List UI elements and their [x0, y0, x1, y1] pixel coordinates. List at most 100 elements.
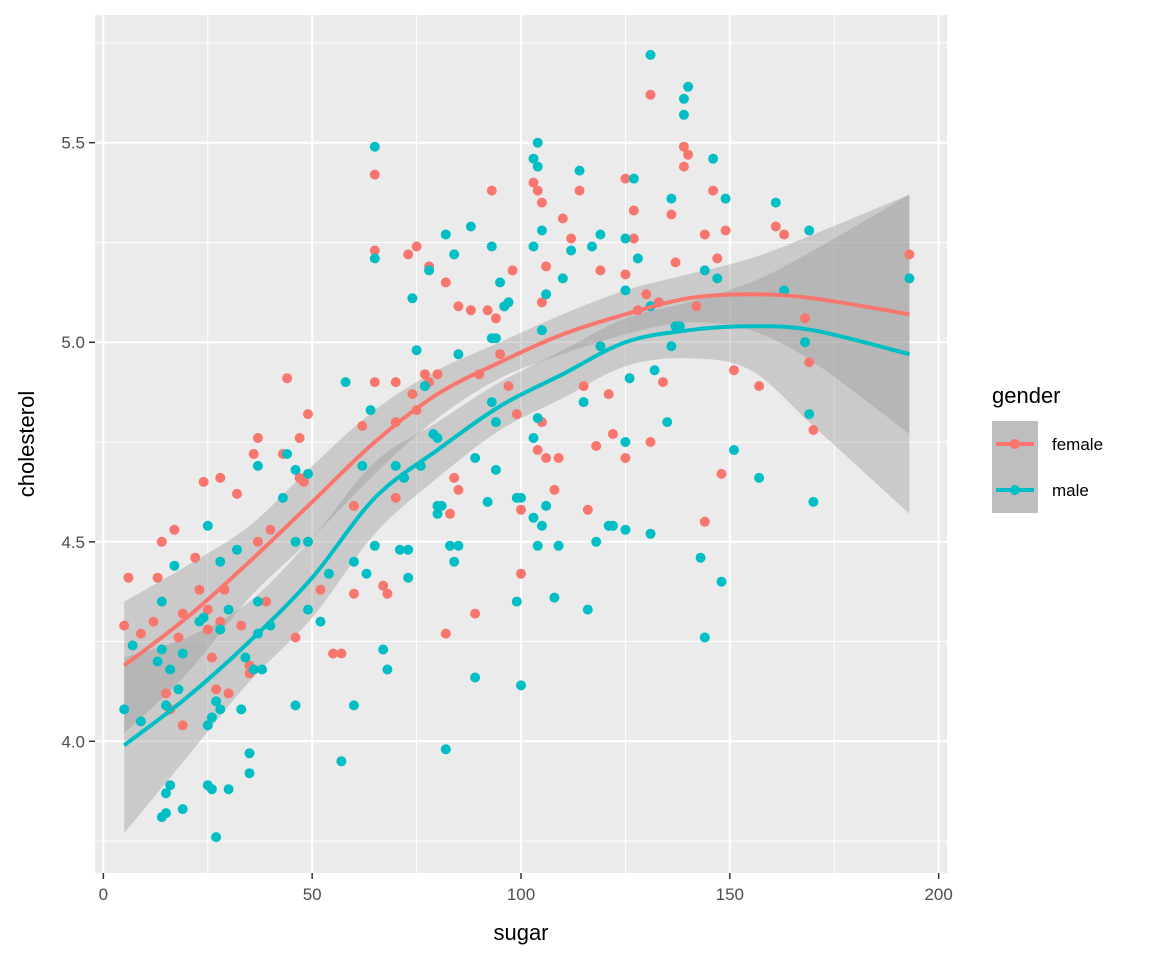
point-male — [532, 540, 543, 551]
point-female — [528, 177, 539, 188]
point-male — [206, 784, 217, 795]
point-female — [507, 265, 518, 276]
point-female — [215, 472, 226, 483]
point-male — [549, 592, 560, 603]
point-female — [369, 169, 380, 180]
point-male — [511, 596, 522, 607]
point-male — [528, 433, 539, 443]
point-female — [645, 437, 656, 447]
point-female — [453, 484, 464, 495]
point-male — [720, 193, 731, 204]
legend: gender female male — [992, 383, 1103, 513]
point-male — [666, 341, 677, 352]
point-female — [223, 688, 234, 699]
point-male — [528, 153, 539, 164]
point-male — [553, 540, 564, 551]
point-male — [336, 756, 347, 767]
point-male — [223, 604, 234, 615]
legend-label-male: male — [1052, 481, 1089, 500]
point-male — [303, 468, 313, 479]
point-female — [152, 572, 163, 583]
point-female — [486, 185, 497, 196]
point-female — [536, 197, 547, 208]
legend-title: gender — [992, 383, 1061, 408]
point-female — [315, 584, 326, 595]
point-female — [503, 381, 514, 392]
point-female — [658, 377, 668, 388]
point-male — [649, 365, 660, 376]
y-tick-label: 5.0 — [61, 333, 85, 352]
point-male — [290, 700, 301, 711]
point-female — [282, 373, 293, 384]
point-female — [336, 648, 347, 659]
point-female — [206, 652, 217, 663]
point-male — [674, 321, 685, 332]
point-male — [323, 568, 334, 579]
point-male — [516, 680, 526, 691]
legend-entry-female: female — [992, 421, 1103, 467]
point-female — [800, 313, 810, 324]
point-male — [536, 520, 547, 531]
point-male — [678, 93, 689, 104]
point-male — [699, 632, 710, 643]
point-male — [620, 524, 631, 535]
point-female — [532, 185, 543, 196]
point-female — [449, 472, 460, 483]
point-male — [645, 528, 656, 539]
point-male — [470, 453, 481, 463]
point-female — [699, 229, 710, 240]
point-male — [348, 700, 359, 711]
x-tick-label: 50 — [303, 885, 322, 904]
point-female — [516, 568, 526, 579]
point-male — [699, 265, 710, 276]
point-female — [232, 488, 242, 499]
point-male — [382, 664, 393, 675]
point-female — [691, 301, 702, 312]
point-female — [678, 141, 689, 152]
point-female — [294, 433, 305, 443]
point-male — [211, 696, 222, 707]
point-male — [365, 405, 376, 416]
data-points — [119, 49, 915, 843]
point-female — [135, 628, 146, 639]
point-female — [440, 277, 451, 288]
point-female — [432, 369, 443, 380]
point-male — [532, 137, 543, 148]
point-female — [574, 185, 585, 196]
point-female — [620, 269, 631, 280]
point-male — [432, 508, 443, 519]
point-female — [536, 297, 547, 308]
point-male — [754, 472, 765, 483]
point-female — [265, 524, 276, 535]
point-male — [173, 684, 184, 695]
point-female — [541, 261, 552, 272]
point-male — [161, 700, 171, 711]
point-male — [678, 109, 689, 120]
point-female — [495, 349, 506, 360]
point-male — [390, 460, 401, 471]
point-female — [549, 484, 560, 495]
point-male — [369, 253, 380, 264]
point-male — [490, 333, 501, 344]
point-male — [419, 381, 430, 392]
point-male — [411, 345, 422, 356]
point-male — [465, 221, 476, 232]
point-male — [779, 285, 790, 296]
point-female — [712, 253, 723, 264]
point-female — [348, 500, 359, 511]
y-tick-label: 4.0 — [61, 732, 85, 751]
confidence-ribbons — [124, 194, 910, 834]
point-female — [298, 476, 309, 487]
point-male — [165, 780, 176, 791]
point-male — [541, 500, 552, 511]
point-male — [470, 672, 481, 683]
point-male — [403, 544, 414, 555]
legend-dot-female — [1010, 439, 1020, 449]
point-female — [603, 389, 614, 400]
point-male — [244, 748, 255, 759]
point-female — [532, 445, 543, 455]
point-male — [620, 233, 631, 244]
point-male — [369, 141, 380, 152]
point-male — [177, 804, 188, 815]
